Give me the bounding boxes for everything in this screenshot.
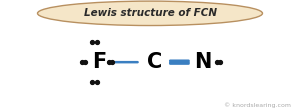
Text: F: F <box>92 52 106 72</box>
Ellipse shape <box>38 1 262 26</box>
Text: © knordslearing.com: © knordslearing.com <box>224 102 291 108</box>
Text: N: N <box>194 52 211 72</box>
Text: Lewis structure of FCN: Lewis structure of FCN <box>83 8 217 18</box>
Text: C: C <box>147 52 162 72</box>
